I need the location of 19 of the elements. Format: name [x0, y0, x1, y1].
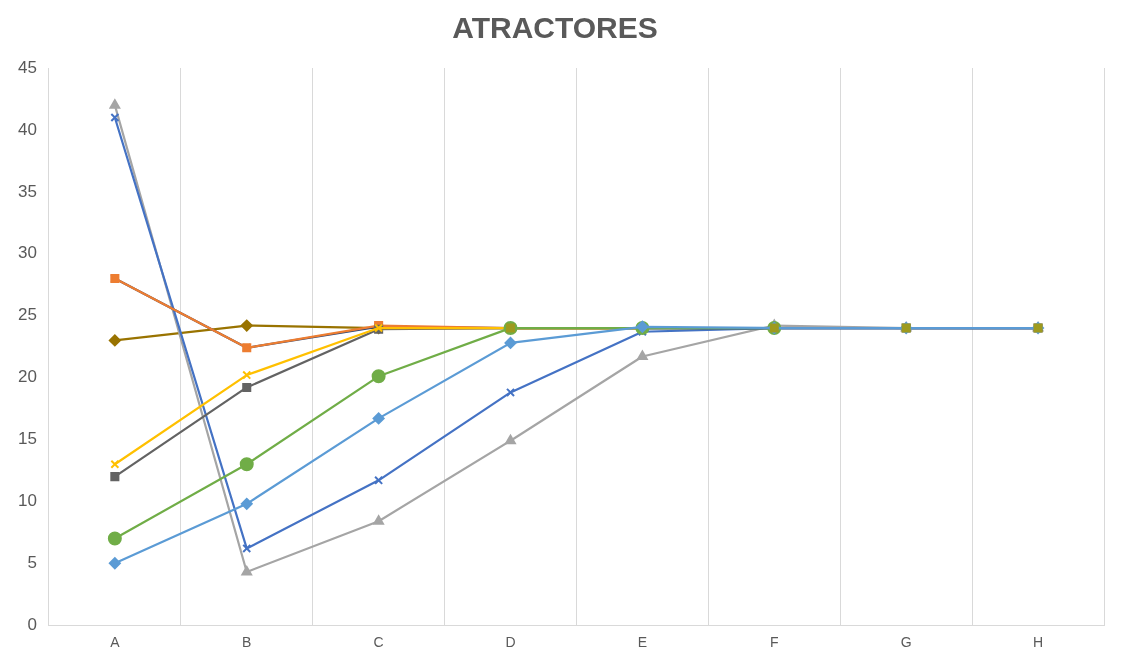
x-tick-label: D: [505, 634, 516, 651]
x-tick-label: G: [900, 634, 912, 651]
y-tick-label: 0: [27, 614, 37, 634]
x-tick-label: C: [373, 634, 384, 651]
x-tick-label: B: [242, 634, 252, 651]
y-tick-label: 35: [17, 181, 37, 201]
x-tick-label: A: [110, 634, 121, 651]
y-tick-label: 10: [17, 491, 37, 511]
y-tick-label: 40: [17, 119, 37, 139]
x-tick-label: F: [770, 634, 779, 651]
x-tick-label: H: [1032, 634, 1044, 651]
y-tick-label: 15: [17, 429, 37, 449]
y-tick-label: 45: [17, 57, 37, 77]
x-tick-label: E: [637, 634, 648, 651]
y-tick-label: 5: [27, 552, 37, 572]
y-tick-label: 25: [17, 305, 37, 325]
y-tick-label: 30: [17, 243, 37, 263]
y-tick-label: 20: [17, 367, 37, 387]
chart-title: ATRACTORES: [452, 11, 658, 45]
